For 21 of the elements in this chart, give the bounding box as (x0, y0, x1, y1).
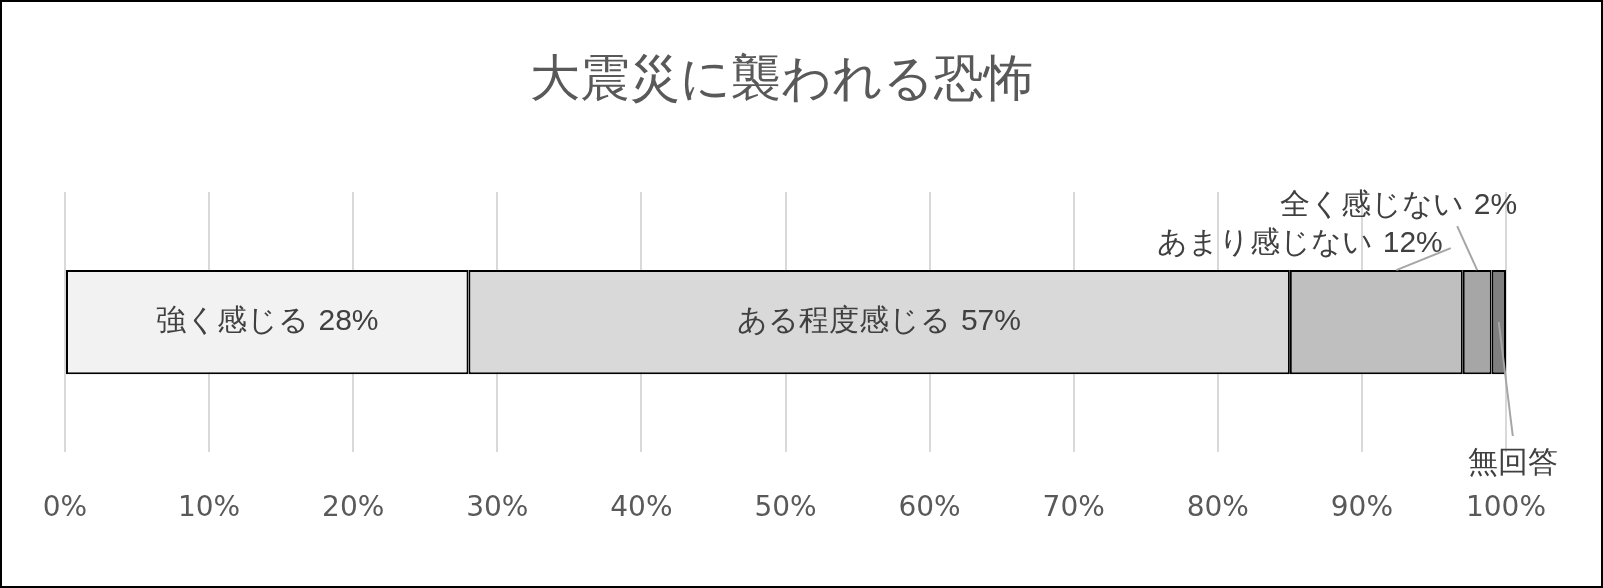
x-tick-label: 60% (898, 490, 961, 524)
x-tick-label: 80% (1186, 490, 1249, 524)
series-label: 強く感じる (155, 302, 319, 337)
x-tick-label: 90% (1330, 490, 1394, 524)
chart-title: 大震災に襲われる恐怖 (529, 48, 1034, 107)
data-label: 2% (1473, 187, 1518, 221)
data-label: 57% (960, 303, 1021, 337)
series-label: あまり感じない (1157, 223, 1383, 259)
x-tick-label: 30% (466, 490, 529, 524)
series-label: ある程度感じる (737, 302, 961, 337)
x-tick-label: 0% (42, 490, 88, 524)
x-tick-label: 20% (322, 490, 385, 524)
x-tick-label: 70% (1042, 490, 1105, 524)
data-label: 28% (318, 303, 379, 337)
x-tick-label: 100% (1465, 490, 1547, 524)
x-tick-label: 40% (610, 490, 673, 524)
x-tick-label: 50% (754, 490, 817, 524)
text: 無回答 (1467, 443, 1558, 479)
series-label: 全く感じない (1280, 185, 1474, 221)
data-label: 12% (1382, 225, 1443, 259)
x-tick-label: 10% (177, 490, 241, 524)
